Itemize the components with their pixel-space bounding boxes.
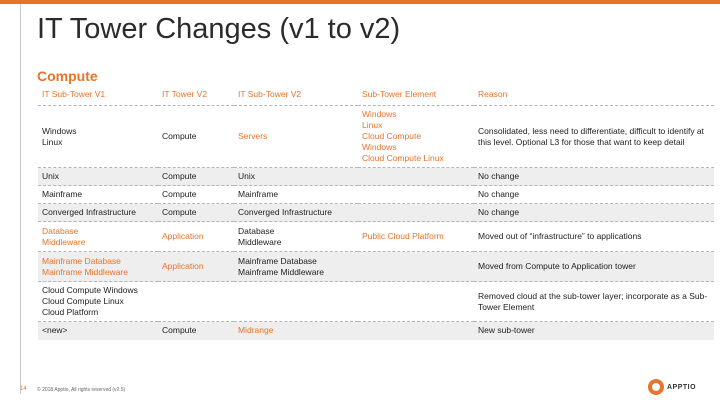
cell-reason: No change [474,167,714,186]
table-row: Mainframe Database Mainframe Middleware … [38,251,714,282]
table-row: Windows Linux Compute Servers Windows Li… [38,105,714,168]
cell-sub-tower-v1: <new> [38,321,158,340]
col-header-tower-v2: IT Tower V2 [162,89,208,99]
col-header-reason: Reason [478,89,508,99]
apptio-logo-icon [648,379,664,395]
table-row: Cloud Compute Windows Cloud Compute Linu… [38,281,714,322]
cell-reason: No change [474,185,714,204]
cell-sub-tower-v1: Cloud Compute Windows Cloud Compute Linu… [38,281,158,322]
copyright-text: © 2018 Apptio, All rights reserved (v2.5… [37,387,126,393]
cell-reason: Moved out of “infrastructure” to applica… [474,221,714,252]
cell-sub-tower-element [358,185,474,204]
cell-sub-tower-v1: Converged Infrastructure [38,203,158,222]
cell-tower-v2: Compute [158,167,234,186]
cell-sub-tower-v1: Windows Linux [38,105,158,168]
logo-text: APPTIO [667,383,697,391]
table-row: Converged Infrastructure Compute Converg… [38,203,714,222]
cell-tower-v2: Compute [158,105,234,168]
cell-reason: New sub-tower [474,321,714,340]
cell-sub-tower-v2: Converged Infrastructure [234,203,358,222]
cell-sub-tower-v1: Mainframe [38,185,158,204]
cell-reason: Removed cloud at the sub-tower layer; in… [474,281,714,322]
top-accent-bar [0,0,720,4]
cell-sub-tower-v1: Mainframe Database Mainframe Middleware [38,251,158,282]
left-divider [20,4,21,394]
cell-sub-tower-element: Public Cloud Platform [358,221,474,252]
cell-sub-tower-element [358,251,474,282]
section-heading: Compute [37,68,98,84]
changes-table: IT Sub-Tower V1 IT Tower V2 IT Sub-Tower… [38,86,714,340]
col-header-sub-tower-element: Sub-Tower Element [362,89,437,99]
cell-tower-v2 [158,281,234,322]
cell-sub-tower-v2: Unix [234,167,358,186]
cell-tower-v2: Compute [158,203,234,222]
table-row: Database Middleware Application Database… [38,221,714,252]
cell-sub-tower-element [358,167,474,186]
cell-tower-v2: Compute [158,185,234,204]
cell-sub-tower-element [358,203,474,222]
page-title: IT Tower Changes (v1 to v2) [37,13,401,45]
cell-reason: Consolidated, less need to differentiate… [474,105,714,168]
cell-sub-tower-v2: Database Middleware [234,221,358,252]
cell-tower-v2: Application [158,221,234,252]
cell-sub-tower-v2: Mainframe [234,185,358,204]
table-header-row: IT Sub-Tower V1 IT Tower V2 IT Sub-Tower… [38,86,714,106]
cell-reason: No change [474,203,714,222]
cell-reason: Moved from Compute to Application tower [474,251,714,282]
cell-sub-tower-v1: Unix [38,167,158,186]
cell-tower-v2: Application [158,251,234,282]
apptio-logo: APPTIO [648,379,696,395]
cell-sub-tower-element [358,281,474,322]
col-header-sub-tower-v1: IT Sub-Tower V1 [42,89,106,99]
cell-sub-tower-element [358,321,474,340]
table-row: <new> Compute Midrange New sub-tower [38,321,714,340]
col-header-sub-tower-v2: IT Sub-Tower V2 [238,89,302,99]
table-row: Unix Compute Unix No change [38,167,714,186]
cell-sub-tower-v2: Servers [234,105,358,168]
cell-sub-tower-element: Windows Linux Cloud Compute Windows Clou… [358,105,474,168]
cell-sub-tower-v1: Database Middleware [38,221,158,252]
table-row: Mainframe Compute Mainframe No change [38,185,714,204]
cell-sub-tower-v2: Mainframe Database Mainframe Middleware [234,251,358,282]
cell-sub-tower-v2: Midrange [234,321,358,340]
cell-tower-v2: Compute [158,321,234,340]
page-number: 14 [20,386,27,392]
cell-sub-tower-v2 [234,281,358,322]
